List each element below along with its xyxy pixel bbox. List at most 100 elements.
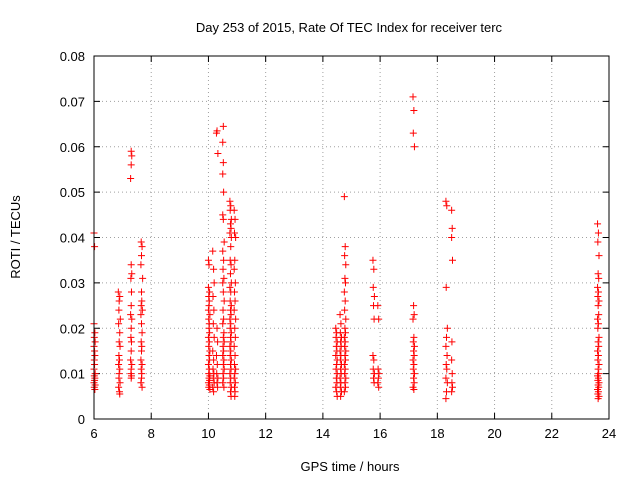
data-point — [127, 311, 135, 319]
data-point — [212, 351, 220, 359]
data-point — [226, 220, 234, 228]
data-point — [410, 351, 418, 359]
data-point — [137, 347, 145, 355]
data-point — [594, 395, 602, 403]
data-point — [594, 351, 602, 359]
data-point — [115, 306, 123, 314]
data-point — [230, 342, 238, 350]
data-point — [337, 392, 345, 400]
data-point — [210, 333, 218, 341]
data-point — [128, 315, 136, 323]
data-point — [448, 383, 456, 391]
data-point — [213, 361, 221, 369]
x-tick-label: 24 — [602, 426, 616, 441]
data-point — [219, 306, 227, 314]
data-point — [214, 338, 222, 346]
data-point — [374, 374, 382, 382]
data-point — [91, 386, 99, 394]
data-point — [219, 320, 227, 328]
data-point — [369, 256, 377, 264]
data-point — [442, 333, 450, 341]
data-point — [231, 297, 239, 305]
data-point — [594, 315, 602, 323]
data-point — [340, 193, 348, 201]
data-point — [220, 347, 228, 355]
data-point — [128, 361, 136, 369]
data-point — [227, 243, 235, 251]
data-point — [210, 306, 218, 314]
data-point — [206, 288, 214, 296]
data-point — [594, 283, 602, 291]
data-point — [595, 252, 603, 260]
data-point — [127, 338, 135, 346]
data-point — [219, 342, 227, 350]
data-point — [410, 379, 418, 387]
data-point — [226, 283, 234, 291]
data-point — [116, 315, 124, 323]
y-tick-label: 0.06 — [60, 140, 85, 155]
data-point — [204, 283, 212, 291]
data-point — [341, 383, 349, 391]
data-point — [137, 379, 145, 387]
data-point — [219, 265, 227, 273]
data-point — [219, 122, 227, 130]
data-point — [594, 324, 602, 332]
data-point — [594, 365, 602, 373]
data-point — [209, 347, 217, 355]
y-tick-label: 0.01 — [60, 367, 85, 382]
data-point — [336, 311, 344, 319]
chart-title: Day 253 of 2015, Rate Of TEC Index for r… — [196, 20, 503, 35]
data-point — [127, 261, 135, 269]
data-point — [115, 297, 123, 305]
data-point — [138, 243, 146, 251]
data-point — [337, 320, 345, 328]
data-point — [138, 383, 146, 391]
data-point — [91, 329, 99, 337]
data-point — [127, 302, 135, 310]
data-point — [213, 370, 221, 378]
data-point — [341, 356, 349, 364]
data-point — [409, 365, 417, 373]
data-point — [442, 197, 450, 205]
data-point — [341, 365, 349, 373]
data-point — [375, 383, 383, 391]
data-point — [227, 338, 235, 346]
data-point — [116, 390, 124, 398]
data-point — [137, 356, 145, 364]
x-tick-label: 18 — [430, 426, 444, 441]
data-point — [206, 311, 214, 319]
data-point — [342, 261, 350, 269]
data-point — [230, 206, 238, 214]
data-point — [448, 224, 456, 232]
data-point — [128, 152, 136, 160]
data-point — [115, 374, 123, 382]
data-point — [230, 306, 238, 314]
data-point — [227, 224, 235, 232]
data-point — [410, 347, 418, 355]
data-point — [231, 256, 239, 264]
data-point — [116, 379, 124, 387]
data-point — [443, 202, 451, 210]
data-point — [227, 202, 235, 210]
data-point — [230, 229, 238, 237]
data-point — [214, 150, 222, 158]
data-point — [219, 361, 227, 369]
data-point — [340, 288, 348, 296]
data-point — [442, 374, 450, 382]
data-point — [219, 279, 227, 287]
x-tick-label: 16 — [373, 426, 387, 441]
data-point — [341, 279, 349, 287]
data-point — [442, 342, 450, 350]
data-point — [448, 256, 456, 264]
data-point — [595, 342, 603, 350]
x-tick-label: 8 — [148, 426, 155, 441]
data-point — [227, 356, 235, 364]
data-point — [205, 315, 213, 323]
data-point — [219, 138, 227, 146]
data-point — [91, 338, 99, 346]
data-point — [341, 329, 349, 337]
data-point — [227, 311, 235, 319]
data-point — [115, 338, 123, 346]
data-point — [116, 292, 124, 300]
data-point — [206, 329, 214, 337]
